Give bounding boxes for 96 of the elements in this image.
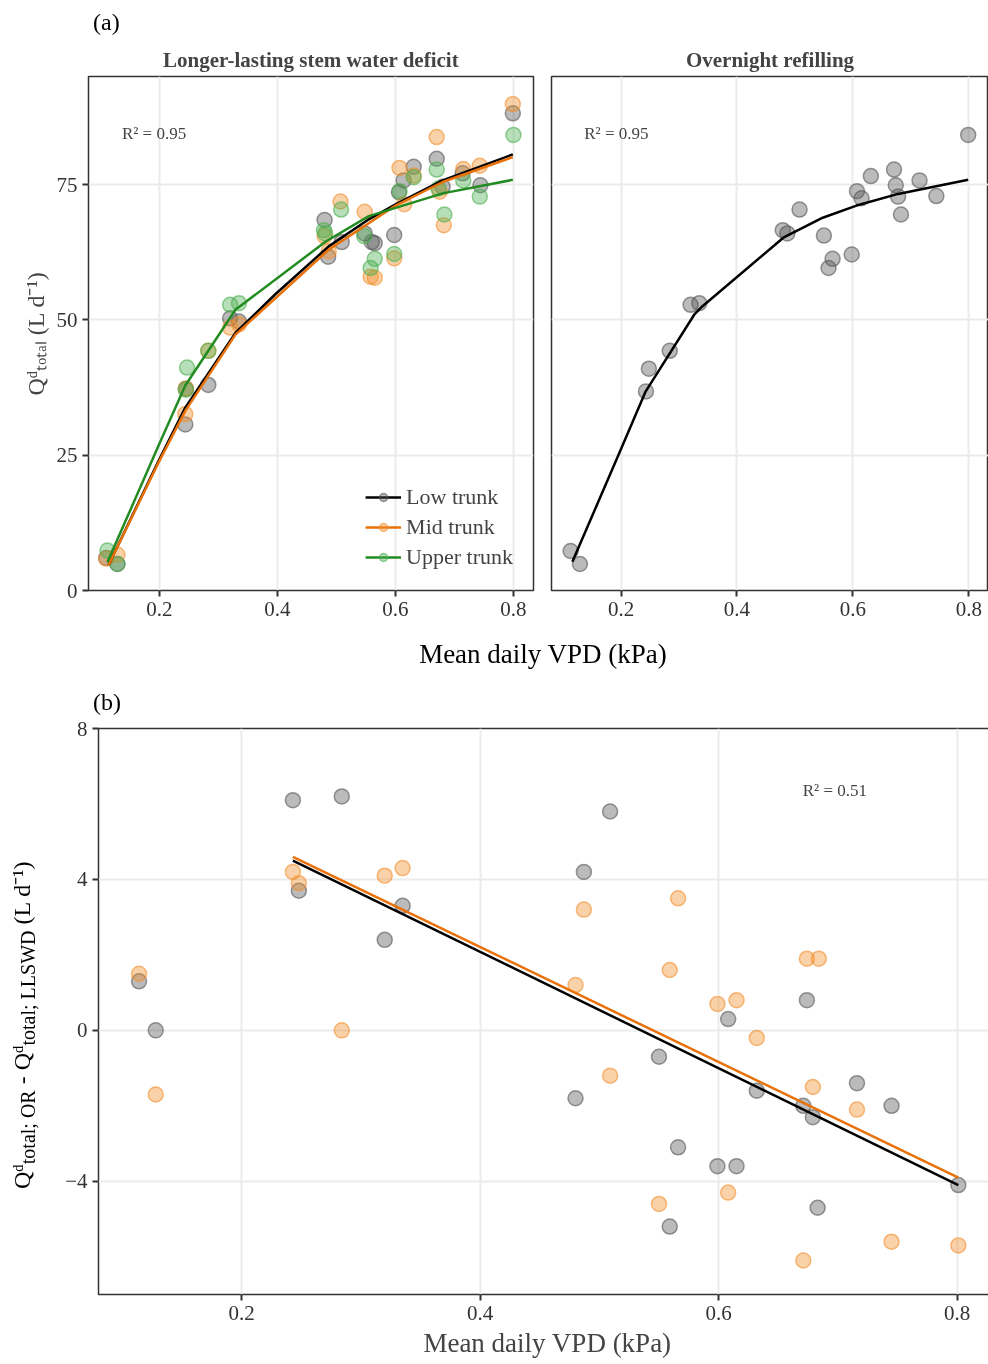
chart-title: Overnight refilling (685, 47, 855, 72)
point (650, 1048, 668, 1066)
point (911, 172, 928, 189)
y-tick-label: 75 (56, 172, 78, 197)
point (428, 161, 445, 178)
point (385, 226, 403, 244)
point (471, 188, 489, 205)
point (862, 167, 880, 185)
y-tick-label: 25 (56, 443, 78, 468)
point (436, 206, 453, 223)
point (290, 874, 308, 892)
point (567, 1090, 584, 1107)
point (798, 991, 816, 1009)
annotation: R² = 0.51 (802, 781, 867, 801)
point (661, 961, 678, 979)
x-tick-label: 0.8 (955, 596, 982, 621)
point (709, 1157, 726, 1175)
point (391, 159, 408, 177)
point (333, 788, 351, 805)
point (376, 867, 393, 884)
text: (a) (93, 8, 120, 37)
point (815, 227, 833, 244)
x-axis-title: Mean daily VPD (kPa) (419, 638, 667, 671)
point (848, 1074, 866, 1092)
point (376, 931, 393, 949)
annotation: R² = 0.95 (121, 123, 187, 143)
x-tick-label: 0.6 (839, 596, 866, 621)
point (567, 976, 584, 994)
annotation: R² = 0.95 (584, 123, 649, 143)
x-tick-label: 0.4 (264, 596, 291, 621)
point (394, 859, 411, 877)
point (883, 1097, 900, 1115)
point (284, 791, 302, 809)
point (333, 1022, 351, 1039)
y-tick-label: 8 (77, 716, 88, 741)
point (385, 245, 403, 263)
point (928, 187, 945, 205)
legend-label: Low trunk (406, 484, 499, 510)
point (728, 991, 745, 1009)
point (824, 250, 841, 268)
point (719, 1184, 737, 1201)
point (601, 1067, 619, 1084)
point (892, 206, 910, 223)
y-tick-label: 0 (77, 1018, 88, 1043)
point (601, 803, 619, 820)
point (791, 201, 808, 218)
x-tick-label: 0.4 (467, 1300, 494, 1325)
point (795, 1252, 812, 1269)
point (332, 201, 350, 218)
point (575, 863, 593, 881)
y-tick-label: 4 (77, 867, 88, 892)
point (959, 126, 977, 144)
point (719, 1010, 737, 1028)
point (428, 128, 445, 146)
point (950, 1237, 967, 1254)
x-tick-label: 0.8 (944, 1300, 971, 1325)
point (748, 1029, 766, 1047)
x-tick-label: 0.2 (607, 596, 635, 621)
point (130, 965, 148, 982)
point (147, 1086, 164, 1103)
point (843, 246, 860, 263)
point (728, 1157, 745, 1175)
legend-label: Upper trunk (406, 544, 513, 570)
point (848, 1101, 866, 1118)
x-tick-label: 0.2 (146, 596, 173, 621)
point (178, 359, 196, 376)
text: (b) (93, 688, 121, 717)
y-tick-label: 0 (67, 578, 78, 603)
point (650, 1195, 668, 1213)
legend-label: Mid trunk (406, 514, 495, 540)
x-tick-label: 0.8 (500, 596, 527, 621)
point (669, 890, 687, 907)
point (640, 360, 658, 377)
point (661, 1218, 678, 1235)
point (885, 161, 903, 178)
point (571, 555, 589, 573)
y-tick-label: −4 (65, 1169, 88, 1194)
point (809, 1199, 826, 1216)
point (366, 250, 383, 268)
point (669, 1139, 687, 1156)
x-tick-label: 0.4 (723, 596, 751, 621)
x-axis-title: Mean daily VPD (kPa) (423, 1327, 672, 1358)
x-tick-label: 0.6 (382, 596, 409, 621)
point (505, 126, 522, 144)
point (883, 1233, 900, 1250)
point (709, 995, 726, 1013)
point (575, 901, 593, 918)
y-tick-label: 50 (56, 307, 78, 332)
chart-title: Longer-lasting stem water deficit (162, 47, 459, 72)
point (810, 950, 828, 967)
x-tick-label: 0.6 (705, 1300, 732, 1325)
x-tick-label: 0.2 (228, 1300, 255, 1325)
point (147, 1022, 164, 1039)
y-axis-title: Qᵈₜₒₜₐₗ (L d⁻¹) (22, 272, 49, 396)
point (804, 1078, 822, 1096)
point (504, 95, 522, 113)
